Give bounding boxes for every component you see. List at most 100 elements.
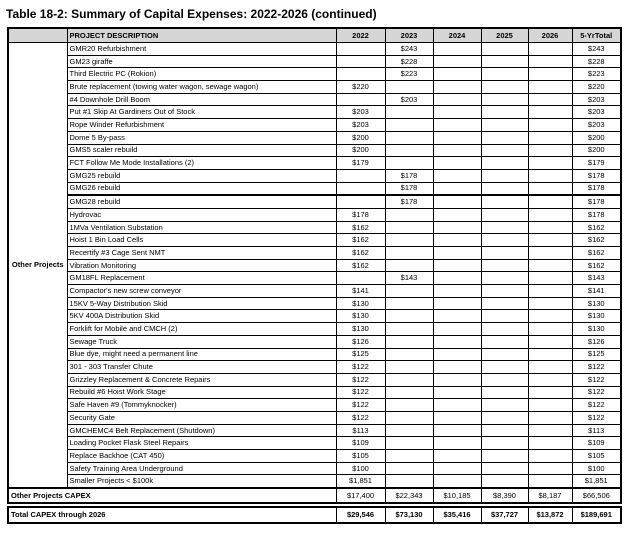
value-cell [480, 42, 529, 56]
value-cell [480, 168, 529, 183]
table-row: Put #1 Skip At Gardiners Out of Stock $20… [8, 105, 622, 120]
value-cell: $228 [384, 54, 434, 69]
value-cell [480, 207, 529, 222]
value-cell [432, 181, 482, 197]
value-cell: $113 [335, 423, 386, 438]
value-cell: $162 [335, 246, 386, 260]
project-description-cell: Blue dye, might need a permanent line [66, 347, 337, 362]
value-cell [432, 296, 482, 311]
col-header-5yr-total: 5-YrTotal [571, 27, 622, 43]
value-cell [527, 284, 573, 298]
project-description-cell: GMG26 rebuild [66, 181, 337, 197]
value-cell [527, 80, 573, 94]
table-row: Rebuild #6 Hoist Work Stage $122 $122 [8, 385, 622, 400]
value-cell [480, 92, 529, 107]
value-cell [480, 334, 529, 349]
table-row: Replace Backhoe (CAT 450) $105 $105 [8, 449, 622, 463]
value-cell [432, 423, 482, 438]
value-cell: $203 [335, 118, 386, 132]
table-row: Safe Haven #9 (Tommyknocker) $122 $122 [8, 398, 622, 412]
value-cell: $109 [335, 436, 386, 450]
value-cell: $105 [571, 449, 622, 463]
value-cell [335, 54, 386, 69]
project-description-cell: Safety Training Area Underground [66, 461, 337, 476]
value-cell [384, 207, 434, 222]
project-description-cell: #4 Downhole Drill Boom [66, 92, 337, 107]
project-description-cell: Rebuild #6 Hoist Work Stage [66, 385, 337, 400]
value-cell [384, 347, 434, 362]
capex-value-2025: $8,390 [480, 487, 529, 504]
table-row: FCT Follow Me Mode Installations (2) $179… [8, 156, 622, 170]
project-description-cell: FCT Follow Me Mode Installations (2) [66, 156, 337, 170]
value-cell: $143 [384, 271, 434, 286]
value-cell [384, 385, 434, 400]
value-cell [527, 385, 573, 400]
value-cell [480, 130, 529, 145]
total-value-2024: $35,416 [432, 506, 482, 524]
value-cell [384, 284, 434, 298]
value-cell [432, 67, 482, 82]
value-cell [335, 271, 386, 286]
value-cell: $223 [571, 67, 622, 82]
value-cell [432, 474, 482, 489]
value-cell: $122 [571, 385, 622, 400]
value-cell [480, 233, 529, 247]
value-cell: $243 [384, 42, 434, 56]
value-cell [384, 246, 434, 260]
value-cell [432, 284, 482, 298]
value-cell [432, 309, 482, 324]
value-cell [480, 474, 529, 489]
project-description-cell: Hydrovac [66, 207, 337, 222]
table-row: 1MVa Ventilation Substation $162 $162 [8, 220, 622, 235]
value-cell [527, 347, 573, 362]
table-row: Other Projects GMR20 Refurbishment $243 $24… [7, 42, 622, 489]
value-cell [384, 105, 434, 120]
project-description-cell: GMS5 scaler rebuild [66, 143, 337, 158]
table-row: GM23 giraffe $228 $228 [8, 54, 622, 69]
group-header-cell [7, 27, 68, 43]
value-cell [384, 436, 434, 450]
total-row-label: Total CAPEX through 2026 [7, 506, 337, 524]
value-cell [384, 130, 434, 145]
value-cell: $100 [571, 461, 622, 476]
value-cell [480, 143, 529, 158]
value-cell [432, 347, 482, 362]
value-cell [480, 284, 529, 298]
value-cell [432, 360, 482, 374]
value-cell [527, 474, 573, 489]
value-cell [527, 181, 573, 197]
col-header-project-description: PROJECT DESCRIPTION [66, 27, 337, 43]
col-header-2023: 2023 [384, 27, 434, 43]
col-header-2026: 2026 [527, 27, 573, 43]
value-cell [384, 398, 434, 412]
value-cell: $109 [571, 436, 622, 450]
value-cell: $126 [571, 334, 622, 349]
value-cell: $141 [571, 284, 622, 298]
value-cell: $105 [335, 449, 386, 463]
project-description-cell: GMG25 rebuild [66, 168, 337, 183]
project-description-cell: Sewage Truck [66, 334, 337, 349]
value-cell [432, 207, 482, 222]
value-cell [527, 372, 573, 387]
table-row: Smaller Projects < $100k $1,851 $1,851 [8, 474, 622, 489]
value-cell [527, 207, 573, 222]
value-cell [432, 461, 482, 476]
value-cell [527, 423, 573, 438]
value-cell [432, 385, 482, 400]
project-description-cell: GM23 giraffe [66, 54, 337, 69]
value-cell [527, 449, 573, 463]
table-row: Hydrovac $178 $178 [8, 207, 622, 222]
value-cell [432, 334, 482, 349]
value-cell [527, 258, 573, 273]
project-description-cell: Safe Haven #9 (Tommyknocker) [66, 398, 337, 412]
value-cell [432, 436, 482, 450]
value-cell [432, 118, 482, 132]
value-cell: $203 [335, 105, 386, 120]
value-cell [527, 194, 573, 209]
value-cell [384, 334, 434, 349]
table-row: Vibration Monitoring $162 $162 [8, 258, 622, 273]
value-cell: $178 [384, 181, 434, 197]
value-cell: $203 [571, 92, 622, 107]
table-row: Forklift for Mobile and CMCH (2) $130 $130 [8, 322, 622, 336]
total-capex-row: Total CAPEX through 2026 $29,546 $73,130… [7, 506, 622, 524]
